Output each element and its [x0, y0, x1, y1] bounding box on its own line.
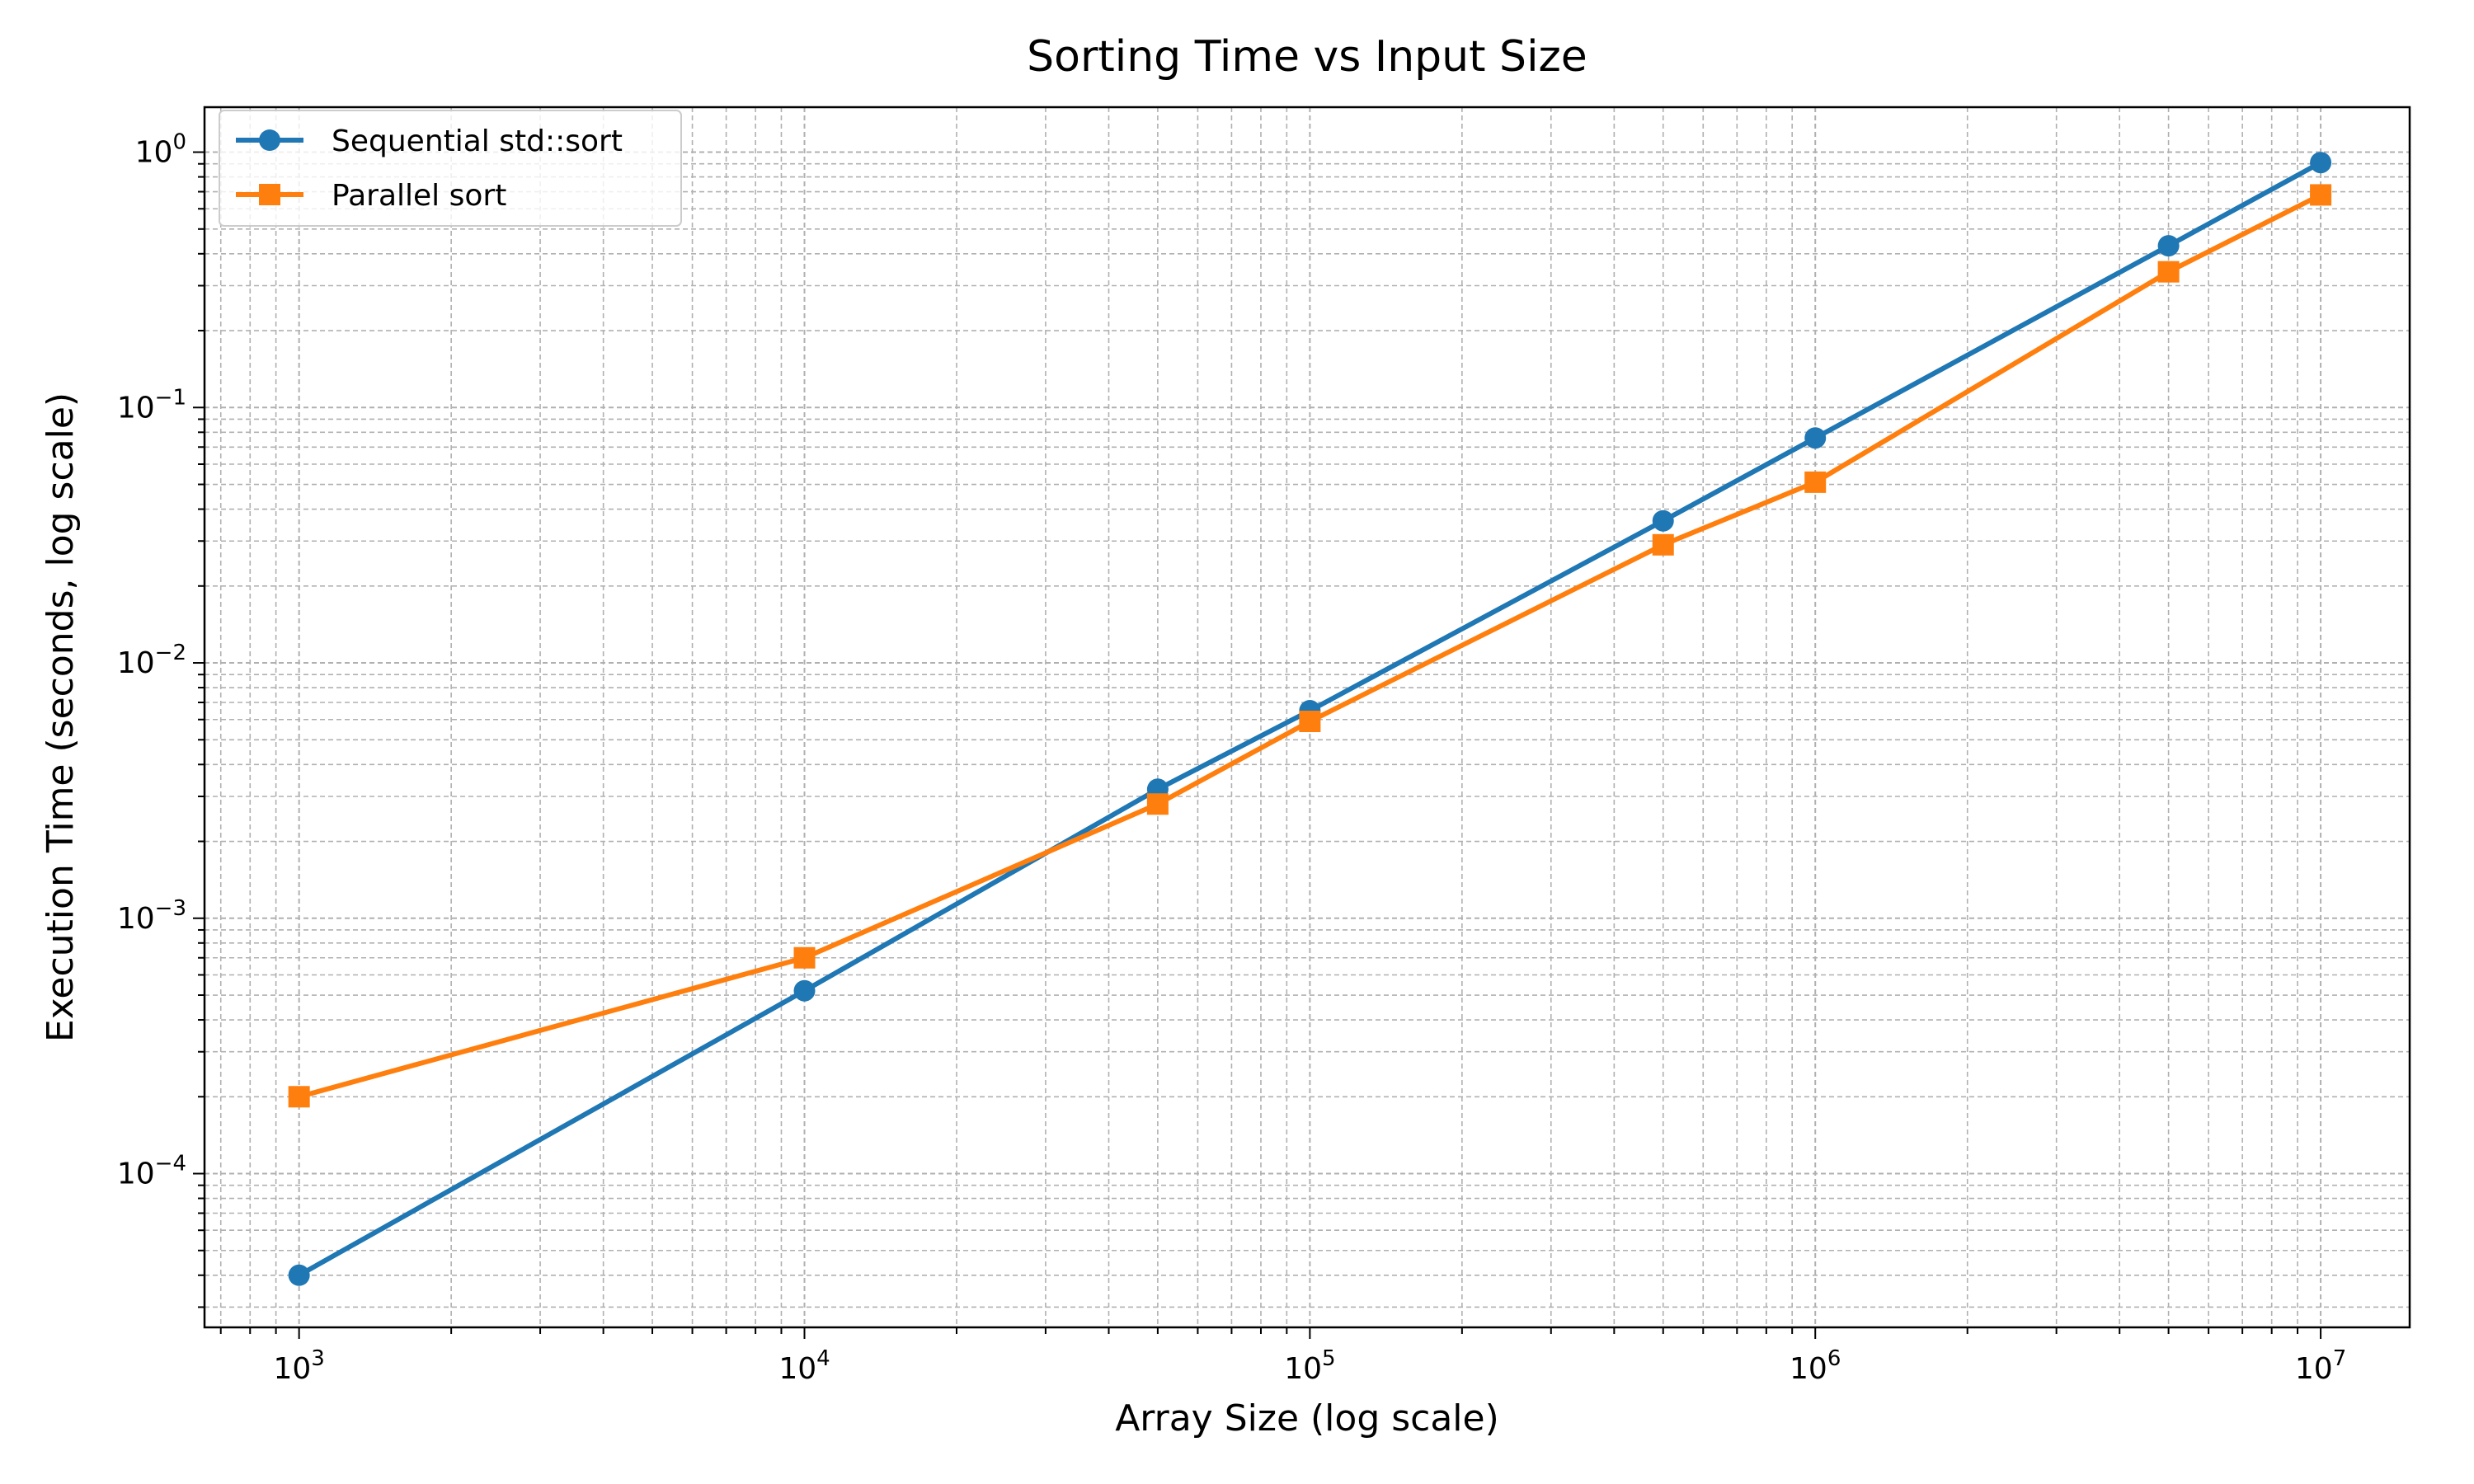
data-point-circle — [288, 1264, 310, 1286]
data-point-square — [1804, 471, 1827, 493]
y-tick-label: 10−1 — [117, 385, 186, 425]
chart-title: Sorting Time vs Input Size — [1027, 32, 1587, 82]
data-point-square — [1299, 711, 1321, 733]
y-axis-label: Execution Time (seconds, log scale) — [40, 392, 82, 1042]
legend-entry: Parallel sort — [236, 179, 506, 213]
series-line — [298, 192, 2322, 1100]
data-point-square — [2310, 184, 2332, 206]
x-tick-label: 103 — [273, 1346, 324, 1386]
x-tick-label: 107 — [2295, 1346, 2346, 1386]
data-point-circle — [1804, 427, 1827, 449]
legend-marker-square — [259, 184, 280, 205]
x-tick-label: 104 — [778, 1346, 830, 1386]
x-tick-label: 105 — [1284, 1346, 1335, 1386]
legend-entry: Sequential std::sort — [236, 124, 623, 158]
legend-box — [219, 110, 682, 227]
y-tick-label: 10−4 — [117, 1152, 186, 1191]
legend-label: Sequential std::sort — [332, 124, 623, 158]
series-2 — [288, 184, 2332, 1108]
data-point-circle — [793, 979, 816, 1002]
data-point-circle — [1652, 510, 1674, 532]
data-point-circle — [2157, 235, 2180, 257]
x-tick-label: 106 — [1790, 1346, 1841, 1386]
legend-marker-circle — [259, 129, 280, 151]
data-point-circle — [2310, 152, 2332, 174]
data-point-square — [1652, 533, 1674, 556]
series-layer — [288, 152, 2332, 1286]
y-tick-label: 100 — [135, 130, 186, 170]
plot-frame — [203, 106, 2411, 1329]
data-point-square — [288, 1086, 310, 1108]
x-axis-label: Array Size (log scale) — [1115, 1397, 1499, 1439]
data-point-square — [1146, 793, 1169, 815]
grid — [205, 107, 2410, 1327]
axis-ticks: 103 104 105 106 107 10−4 10−3 10−2 10−1 100 — [117, 130, 2346, 1386]
y-tick-label: 10−2 — [117, 641, 186, 680]
y-tick-label: 10−3 — [117, 896, 186, 936]
legend-label: Parallel sort — [332, 179, 506, 213]
series-line — [298, 160, 2322, 1278]
data-point-square — [793, 946, 816, 969]
data-point-square — [2157, 261, 2180, 283]
series-1 — [288, 152, 2332, 1286]
